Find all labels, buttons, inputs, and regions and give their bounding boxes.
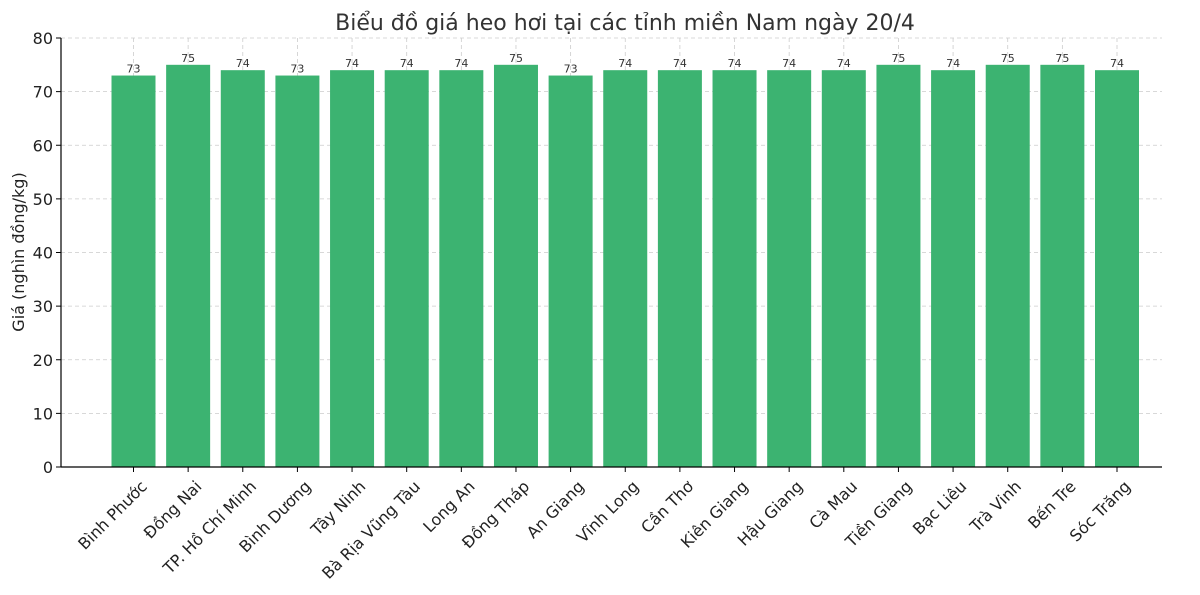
y-tick-label: 0 <box>43 458 53 477</box>
y-tick-label: 80 <box>33 29 53 48</box>
y-tick-label: 70 <box>33 83 53 102</box>
data-label: 74 <box>728 57 742 70</box>
data-label: 74 <box>345 57 359 70</box>
bar <box>166 64 211 467</box>
data-label: 73 <box>127 63 141 76</box>
x-tick-label: TP. Hồ Chí Minh <box>159 477 260 578</box>
bar <box>384 70 429 468</box>
data-label: 74 <box>1110 57 1124 70</box>
bar <box>493 64 538 467</box>
y-tick-label: 20 <box>33 351 53 370</box>
y-tick-label: 40 <box>33 244 53 263</box>
data-label: 75 <box>1001 52 1015 65</box>
x-tick-label: Bà Rịa Vũng Tàu <box>318 477 424 583</box>
bar <box>821 70 866 468</box>
axes <box>56 37 1162 472</box>
data-label: 74 <box>946 57 960 70</box>
data-label: 75 <box>1055 52 1069 65</box>
bar <box>111 75 156 467</box>
data-label: 73 <box>564 63 578 76</box>
x-tick-label: Bạc Liêu <box>909 477 971 539</box>
bar <box>548 75 593 467</box>
y-axis-label: Giá (nghìn đồng/kg) <box>9 172 28 331</box>
x-tick-label: Trà Vinh <box>965 477 1025 537</box>
bar <box>931 70 976 468</box>
data-label: 74 <box>782 57 796 70</box>
y-tick-labels: 0 10 20 30 40 50 60 70 80 <box>33 29 53 477</box>
x-tick-label: Bình Phước <box>74 477 151 554</box>
bar <box>985 64 1030 467</box>
data-label: 75 <box>509 52 523 65</box>
bar <box>603 70 648 468</box>
data-label: 74 <box>236 57 250 70</box>
data-labels: 73 75 74 73 74 74 74 75 73 74 74 74 74 74 75 74 75 75 74 <box>127 52 1125 76</box>
bar <box>1040 64 1085 467</box>
data-label: 74 <box>837 57 851 70</box>
data-label: 74 <box>618 57 632 70</box>
bar <box>275 75 320 467</box>
bar <box>657 70 702 468</box>
chart-title: Biểu đồ giá heo hơi tại các tỉnh miền Na… <box>335 11 915 36</box>
bars <box>111 64 1139 468</box>
y-tick-label: 10 <box>33 404 53 423</box>
x-tick-label: Cà Mau <box>805 477 861 533</box>
data-label: 75 <box>181 52 195 65</box>
bar <box>330 70 375 468</box>
data-label: 75 <box>891 52 905 65</box>
data-label: 74 <box>454 57 468 70</box>
bar <box>876 64 921 467</box>
y-tick-label: 50 <box>33 190 53 209</box>
bar <box>767 70 812 468</box>
data-label: 74 <box>673 57 687 70</box>
bar <box>439 70 484 468</box>
x-tick-label: Bến Tre <box>1024 477 1080 533</box>
bar <box>220 70 265 468</box>
bar <box>712 70 757 468</box>
data-label: 74 <box>400 57 414 70</box>
bar <box>1095 70 1139 468</box>
y-tick-label: 30 <box>33 297 53 316</box>
y-tick-label: 60 <box>33 136 53 155</box>
data-label: 73 <box>290 63 304 76</box>
